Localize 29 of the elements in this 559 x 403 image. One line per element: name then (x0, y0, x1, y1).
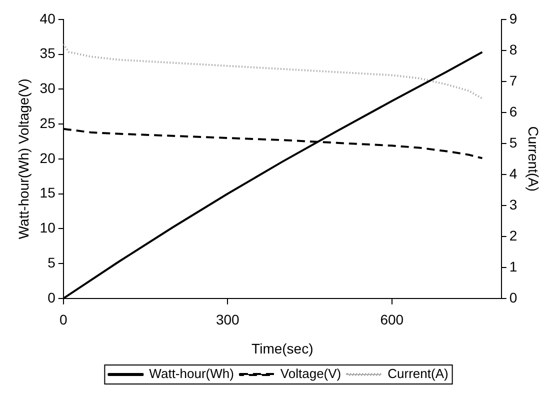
y2-tick-label: 5 (509, 134, 518, 150)
y2-tick-label: 3 (509, 196, 518, 212)
y-axis-title: Watt-hour(Wh) Voltage(V) (15, 78, 32, 240)
y2-tick-label: 1 (509, 258, 518, 274)
y-tick-label: 5 (48, 254, 56, 270)
y2-tick-label: 4 (509, 165, 518, 182)
y-tick-label: 35 (40, 45, 56, 62)
y2-tick-label: 2 (509, 227, 518, 244)
y2-tick-label: 7 (509, 72, 518, 88)
y2-tick-label: 6 (509, 103, 518, 120)
y-tick-label: 30 (40, 80, 56, 96)
y-tick-label: 20 (40, 150, 56, 166)
x-tick-label: 300 (216, 312, 240, 328)
y2-tick-label: 9 (509, 10, 518, 26)
y-tick-label: 40 (40, 10, 56, 26)
y-tick-label: 10 (40, 220, 56, 236)
y2-tick-label: 8 (509, 41, 518, 58)
y2-axis-title: Current(A) (526, 126, 542, 192)
y2-tick-label: 0 (509, 289, 518, 306)
legend-label: Voltage(V) (280, 366, 342, 382)
x-tick-label: 600 (380, 312, 404, 328)
y-tick-label: 25 (40, 114, 56, 131)
legend-label: Current(A) (388, 366, 448, 382)
line-series (63, 43, 484, 100)
y-tick-label: 0 (48, 289, 56, 306)
legend-label: Watt-hour(Wh) (149, 366, 234, 382)
x-axis-title: Time(sec) (252, 340, 314, 356)
y-tick-label: 15 (40, 184, 56, 201)
x-tick-label: 0 (59, 312, 68, 328)
